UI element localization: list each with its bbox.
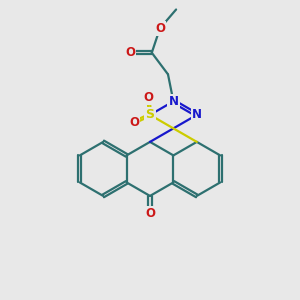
Text: O: O [143, 91, 154, 104]
Text: N: N [168, 95, 178, 108]
Text: S: S [146, 108, 154, 122]
Text: O: O [145, 207, 155, 220]
Text: O: O [125, 46, 135, 59]
Text: O: O [129, 116, 139, 129]
Text: N: N [192, 108, 202, 122]
Text: O: O [155, 22, 165, 35]
